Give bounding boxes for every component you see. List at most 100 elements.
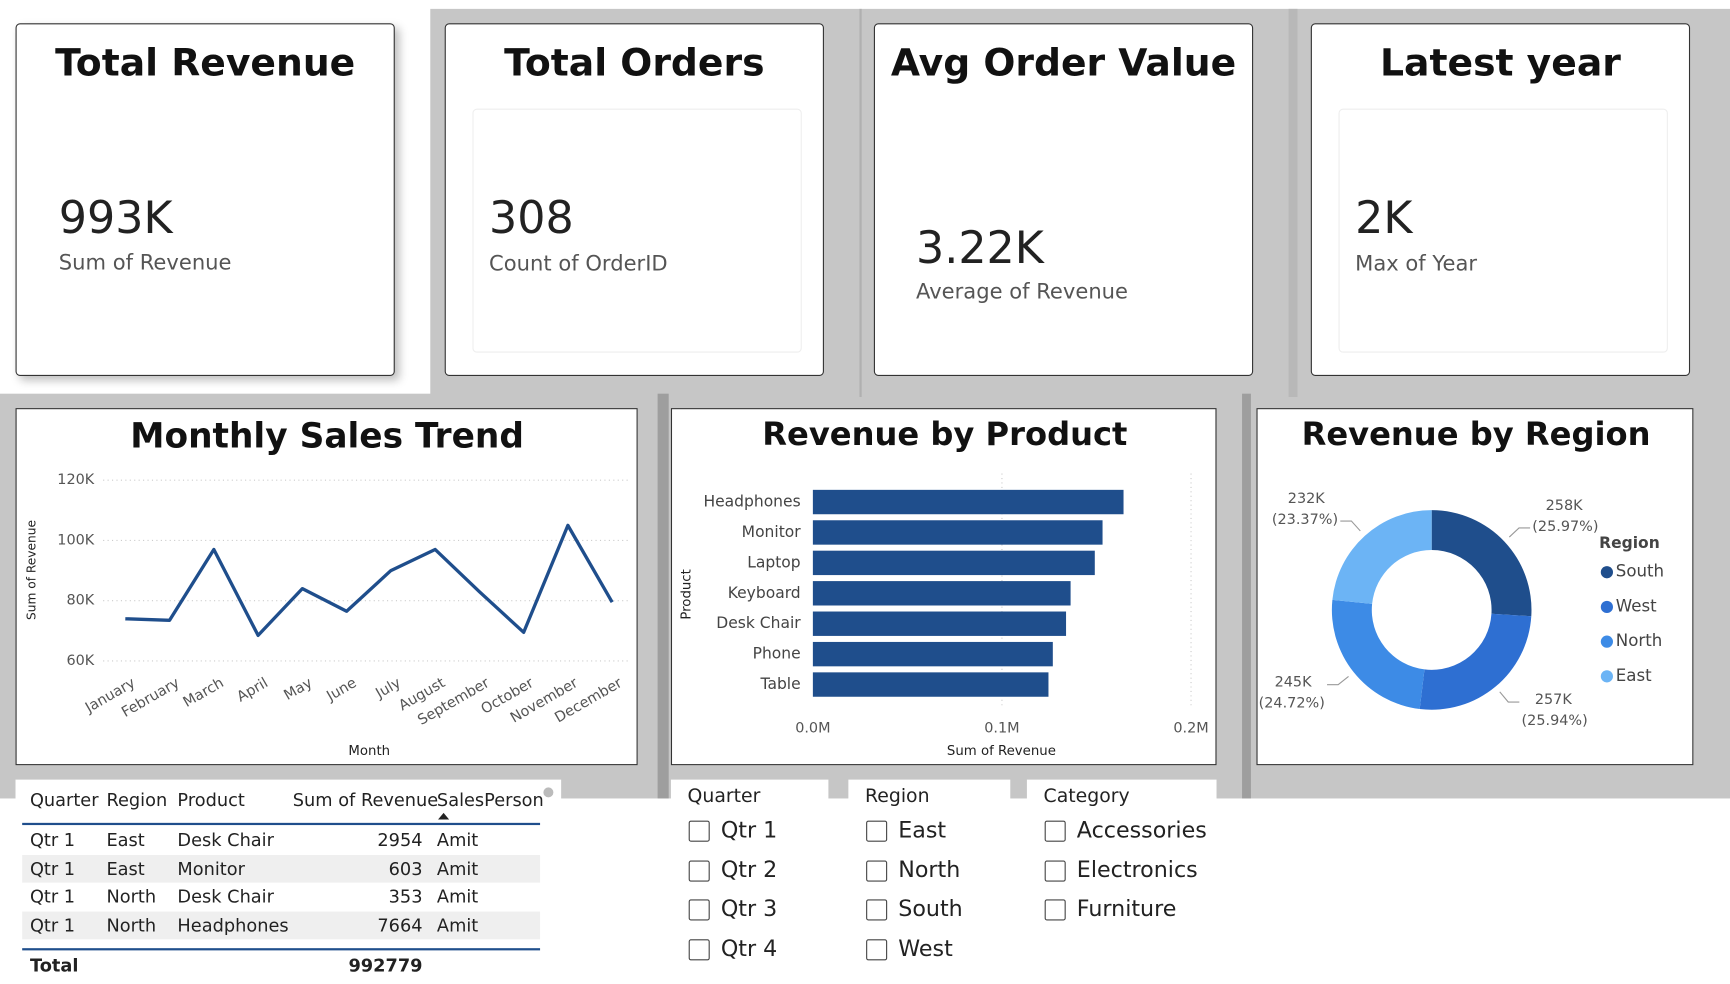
slicer-item[interactable]: East [898,816,947,843]
column-header[interactable]: Quarter [29,789,99,811]
bar [812,581,1071,606]
legend-label[interactable]: South [1616,562,1664,581]
table-cell: Amit [436,829,479,851]
card-inner [1338,108,1668,353]
slicer-item[interactable]: Qtr 4 [720,934,778,961]
card-value: 3.22K [916,222,1044,274]
card-value: 2K [1355,192,1413,244]
data-label: 232K [1288,491,1325,507]
slicer-checkbox[interactable] [1044,899,1066,921]
chart: Revenue by Product 0.0M 0.1M 0.2M Headphones… [679,415,1208,759]
table-cell: Desk Chair [177,886,274,908]
legend-label[interactable]: West [1616,596,1657,615]
slicer-item[interactable]: West [898,934,953,961]
table-row [22,826,541,854]
separator [1242,393,1251,799]
kpi-card: Avg Order Value 3.22K Average of Revenue [873,23,1254,376]
column-header[interactable]: Product [177,789,245,811]
table-row [22,854,541,883]
chart-title: Revenue by Product [762,415,1127,453]
slicer-checkbox[interactable] [866,938,888,960]
slicer-header-bg [1026,779,1217,813]
table-row [22,883,541,911]
slicer-checkbox[interactable] [688,899,710,921]
slicer-checkbox[interactable] [1044,860,1066,882]
slicer-item[interactable]: South [898,894,963,922]
column-header[interactable]: SalesPerson [436,789,544,811]
leader-line [1327,675,1349,686]
column-header[interactable]: Sum of Revenue [292,789,439,811]
column-header[interactable]: Region [106,789,168,811]
table-visual: Quarter Region Product Sum of Revenue SalesP… [15,779,562,984]
slicer-checkbox[interactable] [1044,820,1066,842]
card-title: Latest year [1380,41,1621,86]
line-series [125,523,614,638]
y-tick-label: Laptop [747,553,800,571]
table-cell: North [106,886,157,908]
chart-title: Monthly Sales Trend [130,417,524,457]
y-tick-label: 120K [57,472,94,488]
legend-marker [1600,600,1613,614]
slicer-checkbox[interactable] [688,820,710,842]
kpi-card: Total Orders 308 Count of OrderID [444,23,824,376]
data-label: 258K [1546,498,1583,514]
table-cell: Qtr 1 [29,886,76,908]
table-cell: East [106,857,145,880]
bar [812,489,1124,515]
slicer-checkbox[interactable] [866,820,888,842]
chart-title: Revenue by Region [1302,415,1651,453]
header-rule [22,822,541,826]
card-value: 993K [58,192,173,244]
card-label: Max of Year [1355,251,1478,277]
table-cell: Desk Chair [177,829,274,851]
slicer-checkbox[interactable] [866,899,888,921]
scroll-handle[interactable] [543,787,554,798]
x-tick-label: 0.0M [795,721,830,737]
sort-indicator[interactable] [438,812,450,820]
separator [859,8,862,398]
slicer-item[interactable]: Qtr 1 [720,816,778,843]
slicer-header-bg [670,779,829,813]
total-rule [22,948,541,951]
y-tick-label: 100K [57,532,94,548]
donut-slice [1431,510,1532,617]
x-tick-label: May [281,675,315,704]
donut-slice [1332,510,1432,604]
donut-slice [1419,613,1532,710]
slicer-item[interactable]: Accessories [1076,816,1207,843]
chart-panel: Revenue by Product 0.0M 0.1M 0.2M Headphones… [670,408,1217,766]
card-title: Avg Order Value [890,41,1237,86]
x-axis-title: Month [348,744,390,759]
bar [812,550,1095,576]
chart: Revenue by Region 258K (25.97%) 257K (25.94%… [1259,415,1664,729]
slicer-item[interactable]: Electronics [1076,855,1198,883]
chart-panel: Monthly Sales Trend 60K 80K 100K 120K January… [15,408,638,766]
data-label: 245K [1275,675,1312,691]
slicer-item[interactable]: Qtr 3 [720,894,778,922]
slicer-checkbox[interactable] [688,860,710,882]
chart: Monthly Sales Trend60K80K100K120KJanuary… [25,417,629,759]
legend-label[interactable]: East [1616,666,1652,685]
slicer-header-bg [848,779,1011,813]
separator [657,393,669,799]
table-row [22,911,541,940]
y-tick-label: 80K [66,593,94,609]
x-tick-label: April [234,675,271,705]
leader-line [1499,691,1520,703]
slicer-item[interactable]: Furniture [1076,894,1177,922]
data-label-percent: (24.72%) [1259,696,1325,712]
legend-label[interactable]: North [1616,631,1662,650]
y-tick-label: 60K [66,653,94,669]
card-label: Count of OrderID [489,251,668,277]
separator [1288,8,1298,398]
table-cell: 2954 [377,829,423,851]
slicer-checkbox[interactable] [688,938,710,960]
slicer-checkbox[interactable] [866,860,888,882]
slicer-item[interactable]: Qtr 2 [720,855,778,883]
data-label-percent: (25.97%) [1532,519,1598,535]
y-tick-label: Monitor [742,523,802,541]
table-cell: 353 [388,886,423,908]
slicer-item[interactable]: North [898,855,961,883]
x-axis-title: Sum of Revenue [947,744,1056,759]
card-value: 308 [489,192,574,244]
